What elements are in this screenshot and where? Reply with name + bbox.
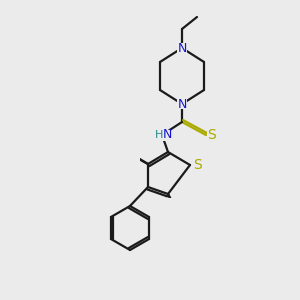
Bar: [177, 99, 187, 109]
Bar: [192, 160, 204, 170]
Bar: [72, 146, 122, 172]
Text: N: N: [162, 128, 172, 142]
Text: O: O: [109, 157, 119, 169]
Bar: [108, 130, 120, 140]
Text: H: H: [155, 130, 163, 140]
Bar: [157, 130, 171, 140]
Bar: [70, 125, 140, 175]
Bar: [206, 130, 218, 140]
Text: N: N: [177, 98, 187, 110]
Text: O: O: [111, 127, 121, 140]
Text: methyl: methyl: [77, 149, 107, 158]
Text: methyl: methyl: [171, 207, 195, 213]
Text: S: S: [208, 128, 216, 142]
Text: S: S: [194, 158, 202, 172]
Text: O: O: [108, 158, 118, 170]
Bar: [107, 158, 119, 169]
Bar: [177, 43, 187, 53]
Bar: [165, 198, 215, 216]
Text: O: O: [109, 128, 119, 142]
Text: N: N: [177, 41, 187, 55]
Text: methyl: methyl: [81, 156, 105, 162]
Bar: [81, 148, 103, 160]
Text: methoxy: methoxy: [72, 152, 106, 160]
Text: methyl: methyl: [171, 208, 197, 217]
